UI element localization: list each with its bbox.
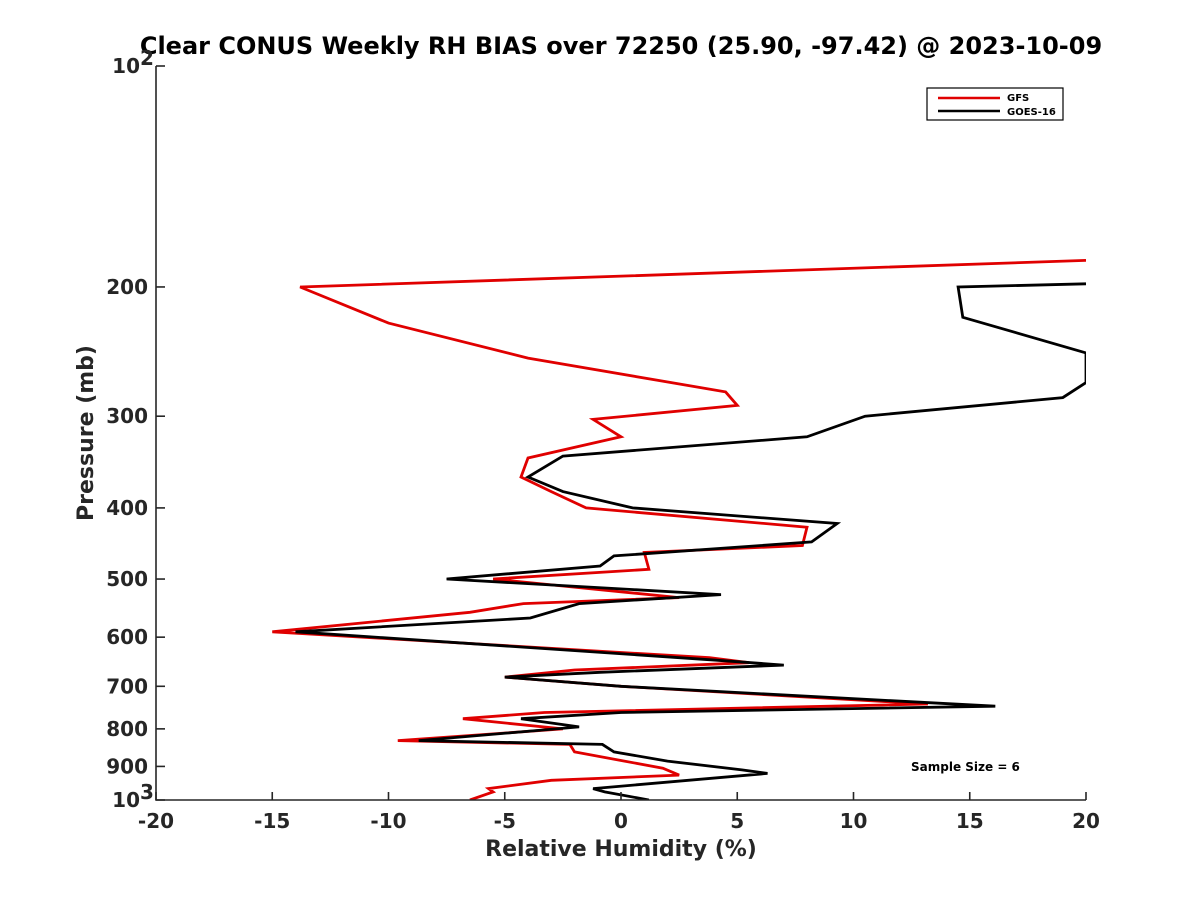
x-tick-label: 20 xyxy=(1072,809,1100,833)
series-line-goes16 xyxy=(295,282,1086,800)
y-tick-exponent: 2 xyxy=(140,46,154,70)
y-tick-label: 10 xyxy=(112,788,140,812)
x-tick-label: -5 xyxy=(494,809,516,833)
y-tick-label: 800 xyxy=(106,717,148,741)
legend-label-goes16: GOES-16 xyxy=(1007,107,1056,118)
x-tick-label: -10 xyxy=(370,809,406,833)
sample-size-annotation: Sample Size = 6 xyxy=(911,760,1020,774)
chart-title: Clear CONUS Weekly RH BIAS over 72250 (2… xyxy=(140,32,1102,60)
legend-box xyxy=(926,87,1064,121)
x-axis-label: Relative Humidity (%) xyxy=(485,837,757,862)
y-tick-label: 10 xyxy=(112,54,140,78)
x-tick-label: 10 xyxy=(840,809,868,833)
x-tick-label: 15 xyxy=(956,809,984,833)
y-tick-label: 900 xyxy=(106,754,148,778)
series-line-gfs xyxy=(272,259,1086,800)
y-tick-label: 500 xyxy=(106,567,148,591)
x-tick-label: 0 xyxy=(614,809,628,833)
x-tick-label: -20 xyxy=(138,809,174,833)
y-tick-label: 200 xyxy=(106,275,148,299)
y-tick-label: 600 xyxy=(106,625,148,649)
y-axis-label: Pressure (mb) xyxy=(74,345,99,521)
legend-label-gfs: GFS xyxy=(1007,93,1029,104)
y-tick-exponent: 3 xyxy=(140,780,154,804)
x-tick-label: 5 xyxy=(730,809,744,833)
x-tick-label: -15 xyxy=(254,809,290,833)
y-tick-label: 400 xyxy=(106,496,148,520)
legend: GFS GOES-16 xyxy=(926,87,1064,121)
y-tick-label: 700 xyxy=(106,674,148,698)
y-tick-label: 300 xyxy=(106,404,148,428)
